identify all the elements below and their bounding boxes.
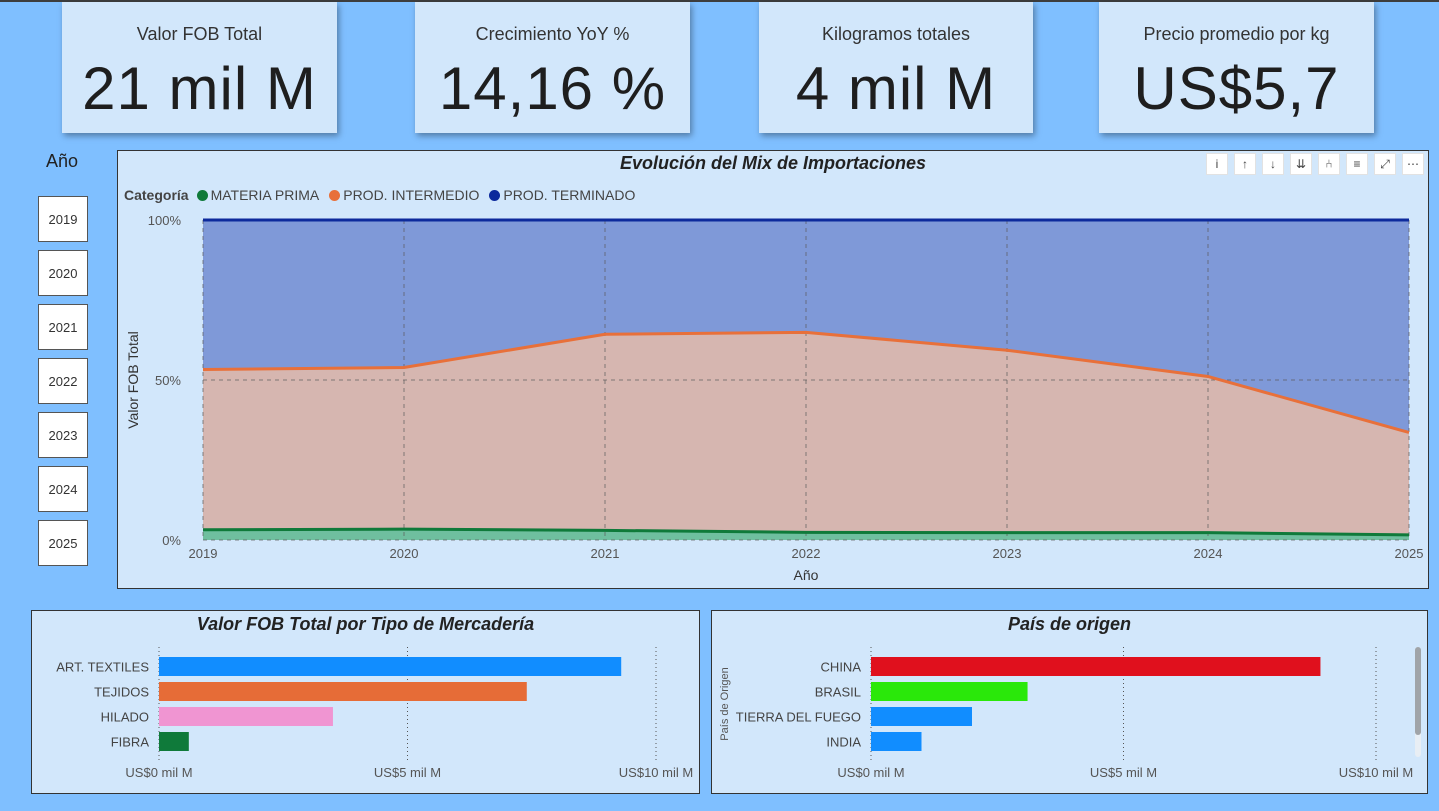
kpi-value: 4 mil M xyxy=(795,55,997,122)
series-line-1 xyxy=(202,330,1410,434)
kpi-card-precio-promedio[interactable]: Precio promedio por kg US$5,7 xyxy=(1099,2,1374,133)
slicer-item-2020[interactable]: 2020 xyxy=(38,250,88,296)
x-tick-label: US$5 mil M xyxy=(1090,765,1157,780)
legend-dot-icon xyxy=(329,189,341,201)
legend-item[interactable]: PROD. INTERMEDIO xyxy=(329,187,479,203)
bar-brasil[interactable] xyxy=(871,682,1028,701)
legend-label: PROD. TERMINADO xyxy=(503,187,636,203)
x-tick-label: 2025 xyxy=(1395,546,1424,561)
area-chart[interactable]: 0% 50% 100% 2019 2020 2021 2022 2023 2024 2025 Año… xyxy=(118,151,1428,588)
bar-india[interactable] xyxy=(871,732,922,751)
kpi-card-kilogramos[interactable]: Kilogramos totales 4 mil M xyxy=(759,2,1033,133)
kpi-label: Valor FOB Total xyxy=(136,24,263,44)
y-tick-label: 0% xyxy=(162,533,181,548)
slicer-title: Año xyxy=(46,151,79,171)
kpi-label: Crecimiento YoY % xyxy=(475,24,630,44)
legend-dot-icon xyxy=(489,189,501,201)
category-label: HILADO xyxy=(101,710,149,725)
x-tick-label: 2023 xyxy=(993,546,1022,561)
arrow-down-icon[interactable]: ↓ xyxy=(1262,153,1284,175)
legend-title: Categoría xyxy=(124,187,189,203)
bar-chart-pais[interactable]: CHINA BRASIL TIERRA DEL FUEGO INDIA US$0 mil… xyxy=(712,611,1427,793)
expand-hierarchy-icon[interactable]: ⑃ xyxy=(1318,153,1340,175)
x-tick-label: 2019 xyxy=(189,546,218,561)
focus-mode-icon[interactable]: ⤢ xyxy=(1374,153,1396,175)
bar-tejidos[interactable] xyxy=(159,682,527,701)
kpi-card-valor-fob[interactable]: Valor FOB Total 21 mil M xyxy=(62,2,337,133)
legend-label: MATERIA PRIMA xyxy=(210,187,320,203)
area-chart-panel[interactable]: Evolución del Mix de Importaciones i ↑ ↓… xyxy=(117,150,1429,589)
info-icon[interactable]: i xyxy=(1206,153,1228,175)
series-line-0 xyxy=(202,527,1410,537)
y-axis-title: País de Origen xyxy=(719,667,731,740)
scrollbar-thumb[interactable] xyxy=(1415,647,1421,735)
legend-dot-icon xyxy=(196,189,208,201)
category-label: FIBRA xyxy=(111,735,150,750)
legend-label: PROD. INTERMEDIO xyxy=(343,187,480,203)
category-label: CHINA xyxy=(821,660,862,675)
x-tick-label: 2024 xyxy=(1194,546,1223,561)
visual-toolbar: i ↑ ↓ ⇊ ⑃ ≡ ⤢ ⋯ xyxy=(1206,153,1424,175)
bar-fibra[interactable] xyxy=(159,732,189,751)
category-label: INDIA xyxy=(826,735,861,750)
top-border xyxy=(0,0,1439,2)
bar-hilado[interactable] xyxy=(159,707,333,726)
bar-chart-mercaderia-panel[interactable]: Valor FOB Total por Tipo de Mercadería A… xyxy=(31,610,700,794)
double-arrow-down-icon[interactable]: ⇊ xyxy=(1290,153,1312,175)
chart-title: País de origen xyxy=(1007,614,1132,634)
chart-title: Evolución del Mix de Importaciones xyxy=(619,153,927,173)
bar-art-textiles[interactable] xyxy=(159,657,622,676)
kpi-card-crecimiento[interactable]: Crecimiento YoY % 14,16 % xyxy=(415,2,690,133)
x-tick-label: 2022 xyxy=(792,546,821,561)
bar-chart-mercaderia[interactable]: ART. TEXTILES TEJIDOS HILADO FIBRA US$0 mil … xyxy=(32,611,699,793)
area-fill-1 xyxy=(203,332,1409,535)
arrow-up-icon[interactable]: ↑ xyxy=(1234,153,1256,175)
chart-legend: Categoría MATERIA PRIMA PROD. INTERMEDIO… xyxy=(124,187,639,203)
chart-title: Valor FOB Total por Tipo de Mercadería xyxy=(196,614,535,634)
y-tick-label: 100% xyxy=(148,213,182,228)
bar-chart-pais-panel[interactable]: País de origen CHINA BRASIL TIERRA DEL FUE… xyxy=(711,610,1428,794)
kpi-label: Precio promedio por kg xyxy=(1143,24,1330,44)
category-label: TEJIDOS xyxy=(94,685,149,700)
x-tick-label: 2021 xyxy=(591,546,620,561)
x-tick-label: US$5 mil M xyxy=(374,765,441,780)
slicer-item-2025[interactable]: 2025 xyxy=(38,520,88,566)
y-tick-label: 50% xyxy=(155,373,181,388)
x-axis-title: Año xyxy=(794,567,819,583)
x-tick-label: US$10 mil M xyxy=(1339,765,1413,780)
kpi-value: 21 mil M xyxy=(82,55,317,122)
kpi-label: Kilogramos totales xyxy=(821,24,971,44)
legend-item[interactable]: MATERIA PRIMA xyxy=(196,187,320,203)
bar-tierra-del-fuego[interactable] xyxy=(871,707,972,726)
filter-icon[interactable]: ≡ xyxy=(1346,153,1368,175)
category-label: BRASIL xyxy=(815,685,861,700)
category-label: TIERRA DEL FUEGO xyxy=(736,710,861,725)
slicer-item-2023[interactable]: 2023 xyxy=(38,412,88,458)
legend-item[interactable]: PROD. TERMINADO xyxy=(489,187,635,203)
slicer-item-2022[interactable]: 2022 xyxy=(38,358,88,404)
slicer-item-2019[interactable]: 2019 xyxy=(38,196,88,242)
y-axis-title: Valor FOB Total xyxy=(125,331,141,429)
more-options-icon[interactable]: ⋯ xyxy=(1402,153,1424,175)
kpi-value: US$5,7 xyxy=(1133,55,1340,122)
category-label: ART. TEXTILES xyxy=(56,660,149,675)
x-tick-label: US$10 mil M xyxy=(619,765,693,780)
bar-china[interactable] xyxy=(871,657,1321,676)
x-tick-label: US$0 mil M xyxy=(837,765,904,780)
slicer-item-2021[interactable]: 2021 xyxy=(38,304,88,350)
x-tick-label: 2020 xyxy=(390,546,419,561)
slicer-item-2024[interactable]: 2024 xyxy=(38,466,88,512)
kpi-value: 14,16 % xyxy=(438,55,667,122)
x-tick-label: US$0 mil M xyxy=(125,765,192,780)
